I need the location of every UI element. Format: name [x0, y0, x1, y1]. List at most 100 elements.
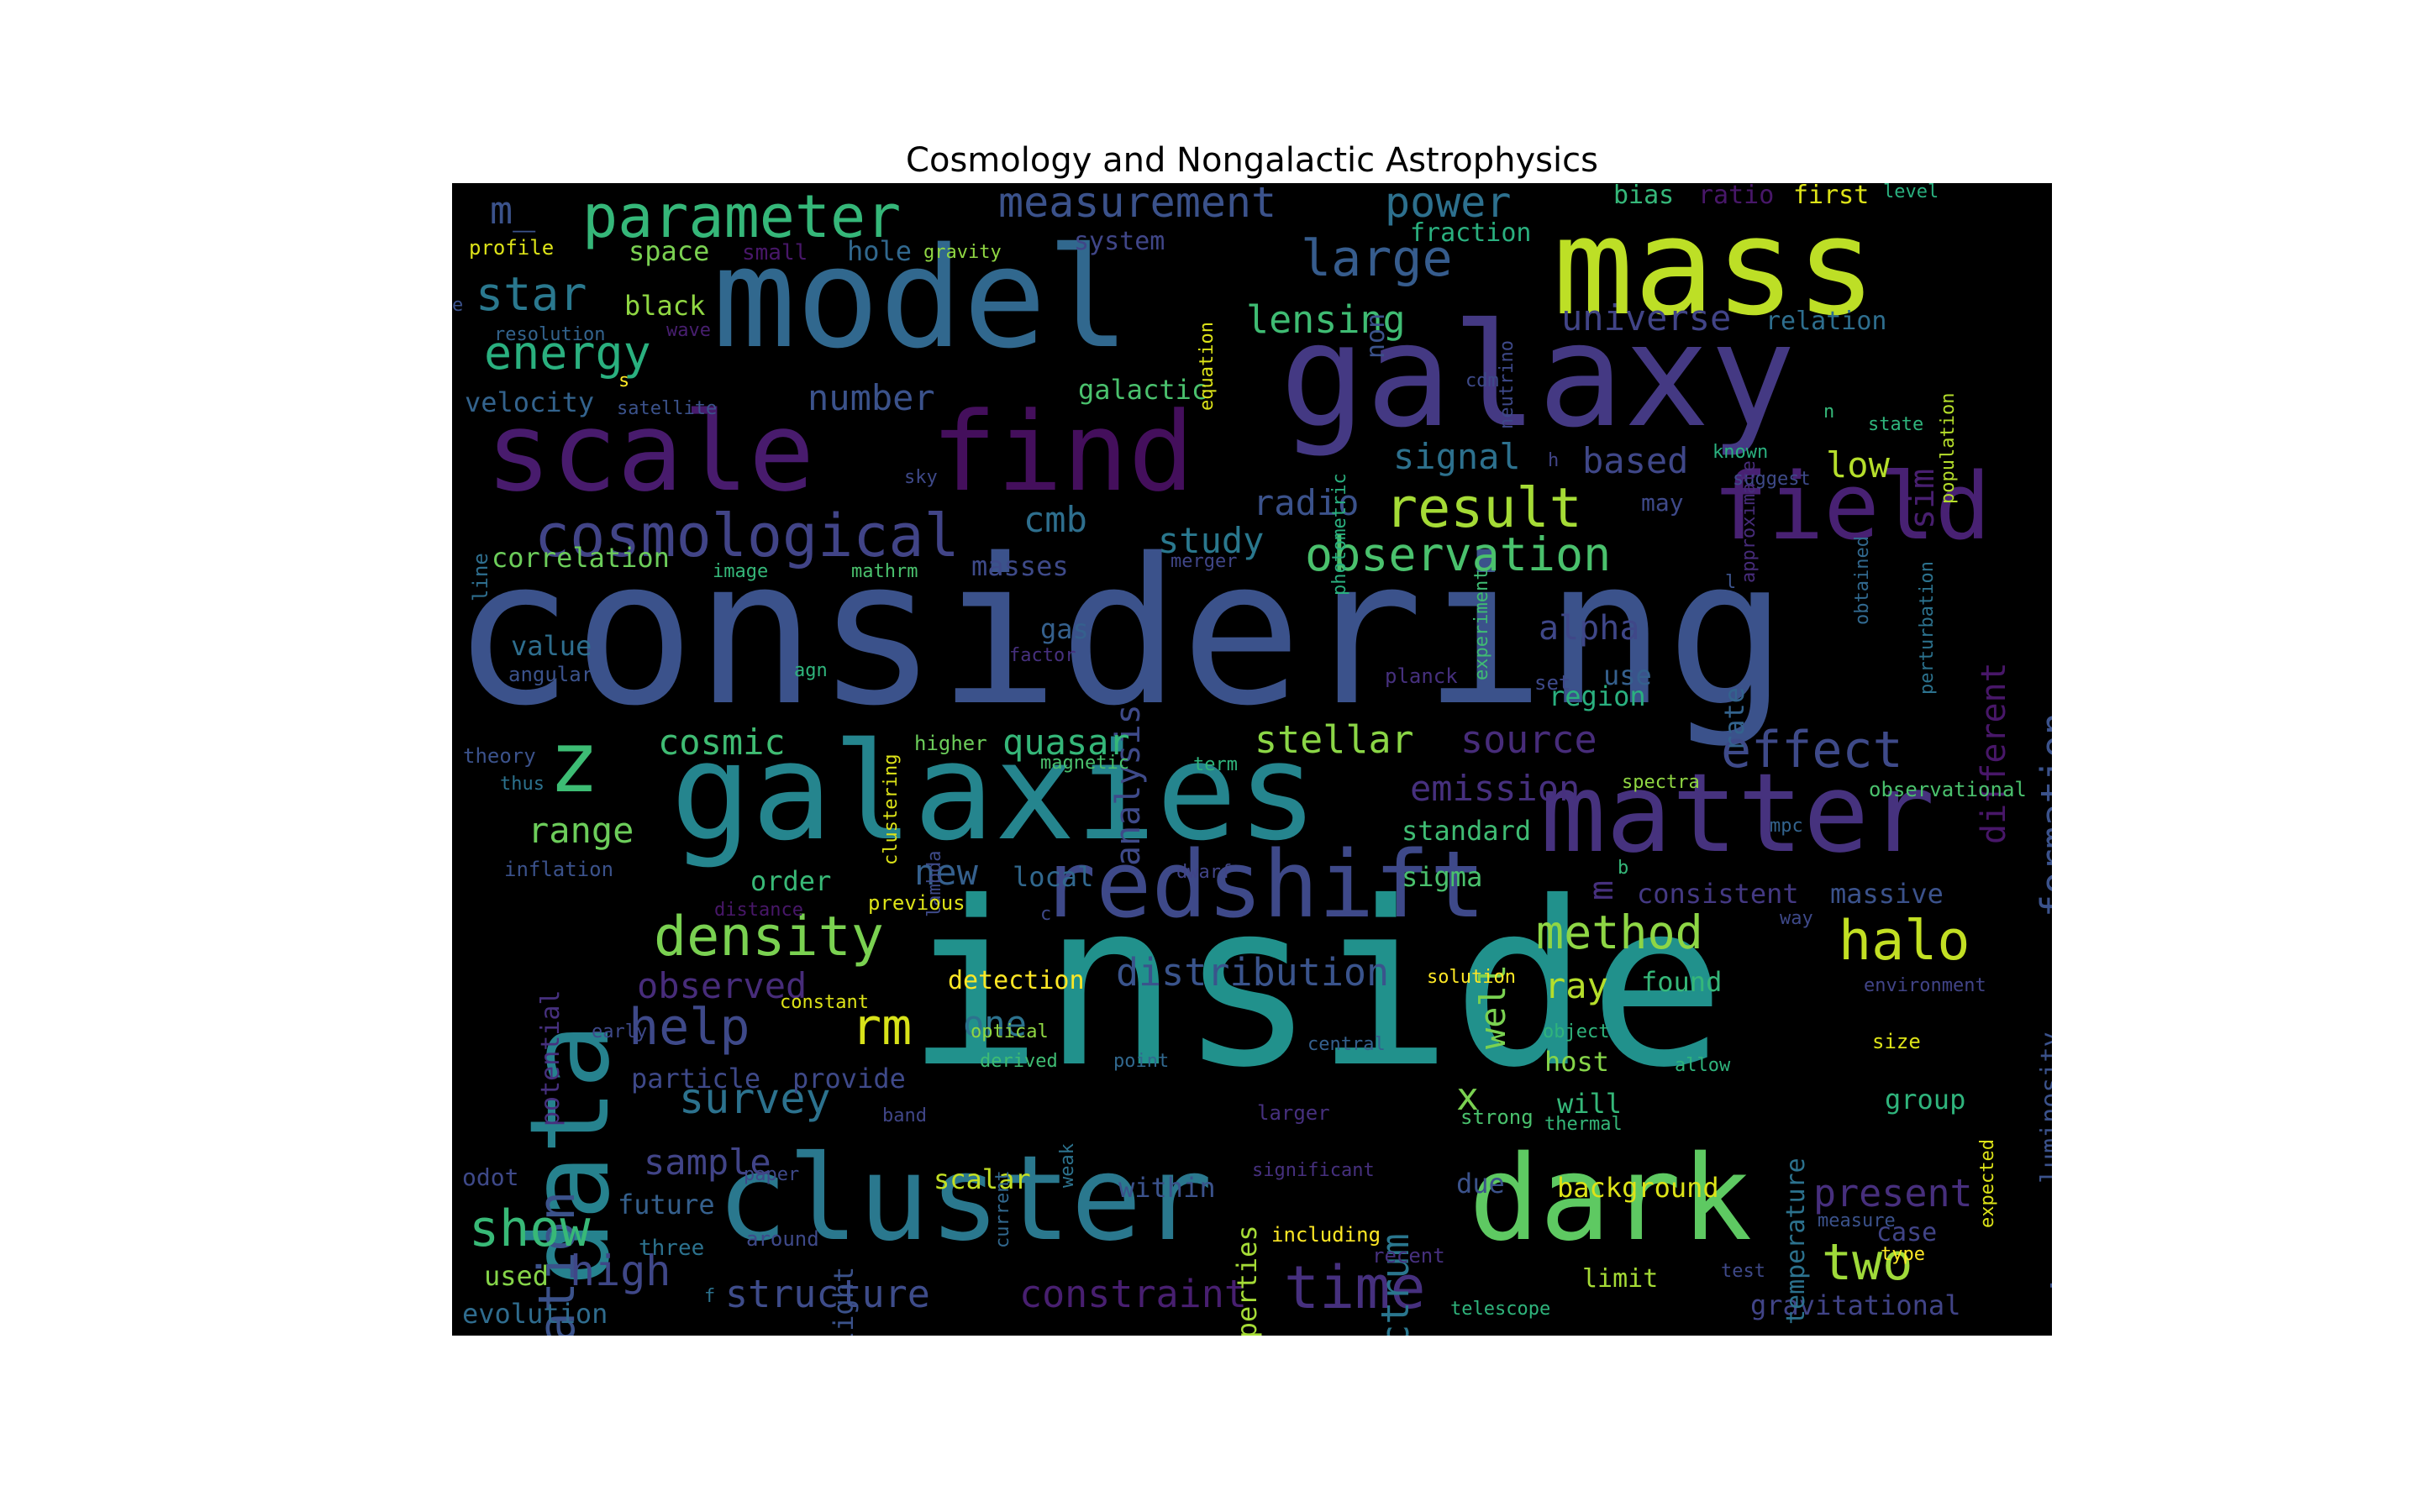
word-distribution: distribution — [1116, 950, 1390, 995]
word-time: time — [1284, 1253, 1426, 1322]
word-density: density — [654, 906, 884, 969]
word-masses: masses — [971, 550, 1069, 582]
word-planck: planck — [1385, 664, 1458, 688]
word-profile: profile — [469, 236, 555, 260]
word-space: space — [629, 235, 710, 267]
word-energy: energy — [484, 326, 651, 380]
word-considering: considering — [452, 515, 1788, 750]
word-higher: higher — [914, 732, 987, 755]
word-sky: sky — [904, 467, 938, 488]
wordcloud-panel: considering inside galaxy model mass galaxies… — [452, 183, 2052, 1336]
word-constraint: constraint — [1019, 1272, 1247, 1316]
word-first: first — [1793, 183, 1870, 210]
word-potential: potential — [536, 990, 566, 1126]
word-observation: observation — [1305, 528, 1612, 581]
word-way: way — [1780, 908, 1813, 929]
word-h: h — [1548, 450, 1560, 471]
word-formation: formation — [2033, 712, 2052, 917]
word-m: m_ — [490, 188, 536, 233]
word-central: central — [1307, 1034, 1386, 1055]
word-rm: rm — [851, 998, 913, 1057]
word-light: light — [828, 1267, 860, 1336]
word-high: high — [570, 1247, 671, 1295]
word-n: n — [1823, 402, 1835, 423]
word-state: state — [1868, 414, 1924, 435]
word-paper: paper — [744, 1164, 800, 1185]
word-suggest: suggest — [1733, 469, 1811, 490]
word-sim: sim — [1903, 469, 1942, 530]
word-mathrm: mathrm — [851, 561, 918, 582]
word-number: number — [808, 377, 935, 418]
word-ray: ray — [1544, 965, 1608, 1006]
word-expected: expected — [1977, 1139, 1998, 1228]
word-result: result — [1385, 477, 1582, 540]
word-parameter: parameter — [582, 183, 902, 251]
word-early: early — [592, 1021, 648, 1042]
word-current: current — [992, 1170, 1013, 1248]
word-detection: detection — [948, 966, 1085, 995]
word-matter: matter — [1540, 749, 1935, 877]
word-population: population — [1938, 393, 1959, 505]
word-survey: survey — [679, 1074, 831, 1123]
word-range: range — [528, 810, 634, 851]
word-type: type — [1881, 1244, 1925, 1265]
word-non: non — [1361, 313, 1391, 360]
word-set: set — [1534, 671, 1571, 695]
word-m: m — [1582, 880, 1621, 901]
word-hole: hole — [847, 235, 913, 267]
word-structure: structure — [725, 1272, 930, 1316]
word-stellar: stellar — [1255, 717, 1414, 762]
word-gravitational: gravitational — [1750, 1289, 1961, 1321]
word-limit: limit — [1582, 1264, 1659, 1294]
word-star: star — [476, 267, 587, 321]
word-bias: bias — [1613, 183, 1675, 210]
word-based: based — [1582, 440, 1689, 481]
word-significant: significant — [1252, 1160, 1375, 1181]
word-source: source — [1460, 717, 1597, 762]
word-rate: rate — [1718, 687, 1750, 753]
word-agn: agn — [794, 660, 828, 681]
word-temperature: temperature — [1781, 1158, 1811, 1325]
word-case: case — [1876, 1218, 1938, 1247]
word-factor: factor — [1009, 645, 1076, 666]
word-inside: inside — [906, 853, 1726, 1117]
word-power: power — [1385, 183, 1512, 227]
word-clustering: clustering — [881, 754, 902, 866]
word-distance: distance — [714, 900, 803, 921]
word-thermal: thermal — [1544, 1114, 1623, 1135]
word-luminosity: luminosity — [2036, 1032, 2052, 1184]
word-neutrino: neutrino — [1497, 340, 1518, 429]
word-resolution: resolution — [494, 324, 606, 345]
word-galaxies: galaxies — [671, 713, 1318, 870]
word-system: system — [1074, 227, 1165, 256]
word-point: point — [1113, 1051, 1170, 1072]
word-including: including — [1271, 1223, 1381, 1247]
word-l-letter: l — [1725, 572, 1737, 593]
word-x: x — [1456, 1074, 1480, 1119]
word-line: line — [469, 553, 492, 601]
word-particle: particle — [631, 1063, 761, 1095]
word-background: background — [1557, 1172, 1719, 1204]
word-scale: scale — [486, 388, 815, 516]
word-object: object — [1543, 1021, 1610, 1042]
word-cluster: cluster — [717, 1131, 1213, 1268]
word-region: region — [1549, 680, 1646, 712]
word-gas: gas — [1040, 613, 1089, 645]
word-optical: optical — [971, 1021, 1049, 1042]
word-provide: provide — [792, 1063, 906, 1095]
word-recent: recent — [1372, 1244, 1445, 1268]
word-function: function — [2043, 1216, 2052, 1336]
word-order: order — [750, 865, 832, 897]
word-effect: effect — [1721, 721, 1903, 780]
word-odot: odot — [462, 1163, 519, 1191]
word-quasar: quasar — [1002, 722, 1130, 763]
word-lensing: lensing — [1246, 297, 1406, 342]
word-found: found — [1641, 966, 1723, 998]
word-value: value — [511, 630, 592, 662]
word-low: low — [1826, 444, 1890, 486]
word-properties: properties — [1231, 1225, 1263, 1336]
word-cdm: cdm — [1465, 370, 1499, 391]
word-allow: allow — [1675, 1055, 1731, 1076]
word-help: help — [629, 998, 750, 1057]
word-b: b — [1618, 858, 1629, 879]
